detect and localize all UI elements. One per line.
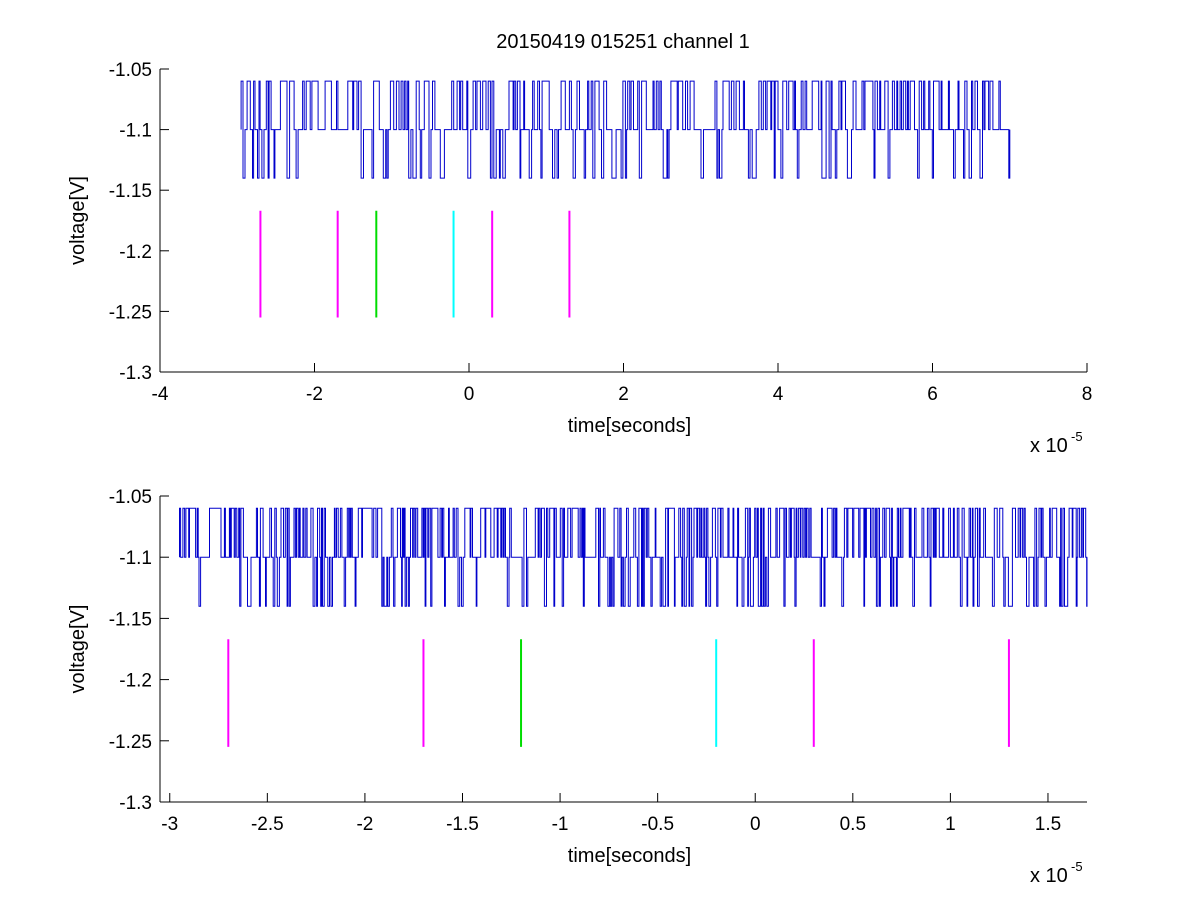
top-y-tick-label: -1.2: [119, 242, 152, 263]
bottom-x-multiplier: x 10: [1030, 865, 1068, 887]
top-x-tick-label: 0: [464, 384, 475, 405]
bottom-x-tick-label: 1.5: [1035, 814, 1061, 835]
top-x-axis-label: time[seconds]: [568, 415, 691, 437]
top-signal-trace: [240, 80, 1011, 179]
top-x-tick-label: 4: [773, 384, 784, 405]
bottom-y-tick-label: -1.3: [119, 793, 152, 814]
bottom-y-tick-label: -1.1: [119, 548, 152, 569]
bottom-x-tick-label: -0.5: [641, 814, 674, 835]
top-y-tick-label: -1.05: [109, 60, 152, 81]
bottom-x-tick-label: 0.5: [840, 814, 866, 835]
bottom-signal-trace: [179, 507, 1088, 607]
top-y-axis-label: voltage[V]: [67, 176, 89, 265]
bottom-x-tick-label: -1.5: [446, 814, 479, 835]
bottom-x-tick-label: 1: [945, 814, 956, 835]
top-x-tick-label: 8: [1082, 384, 1093, 405]
top-x-tick-label: -2: [306, 384, 323, 405]
bottom-y-tick-label: -1.2: [119, 671, 152, 692]
top-y-tick-label: -1.3: [119, 363, 152, 384]
top-y-tick-label: -1.25: [109, 302, 152, 323]
bottom-y-tick-label: -1.05: [109, 487, 152, 508]
top-plot: -4 -2 0 2 4 6 8 -1.05 -1.1 -1.15 -1.2 -1.25 -1.3 time…: [67, 60, 1092, 457]
bottom-x-axis-label: time[seconds]: [568, 845, 691, 867]
bottom-y-tick-label: -1.25: [109, 732, 152, 753]
bottom-x-multiplier-exponent: -5: [1071, 859, 1083, 874]
bottom-x-tick-label: -2: [356, 814, 373, 835]
bottom-y-axis-label: voltage[V]: [67, 605, 89, 694]
top-x-tick-label: 6: [927, 384, 938, 405]
bottom-y-tick-label: -1.15: [109, 609, 152, 630]
figure-title: 20150419 015251 channel 1: [496, 31, 750, 53]
top-y-tick-label: -1.1: [119, 121, 152, 142]
top-x-tick-label: 2: [618, 384, 629, 405]
top-x-multiplier-exponent: -5: [1071, 429, 1083, 444]
bottom-x-tick-label: -1: [552, 814, 569, 835]
bottom-x-tick-label: 0: [750, 814, 761, 835]
top-x-multiplier: x 10: [1030, 435, 1068, 457]
bottom-x-tick-label: -3: [161, 814, 178, 835]
top-x-tick-label: -4: [152, 384, 169, 405]
top-y-tick-label: -1.15: [109, 181, 152, 202]
bottom-x-tick-label: -2.5: [251, 814, 284, 835]
bottom-plot: -3 -2.5 -2 -1.5 -1 -0.5 0 0.5 1 1.5 -1.05 -1.1 -1.15…: [67, 487, 1088, 887]
